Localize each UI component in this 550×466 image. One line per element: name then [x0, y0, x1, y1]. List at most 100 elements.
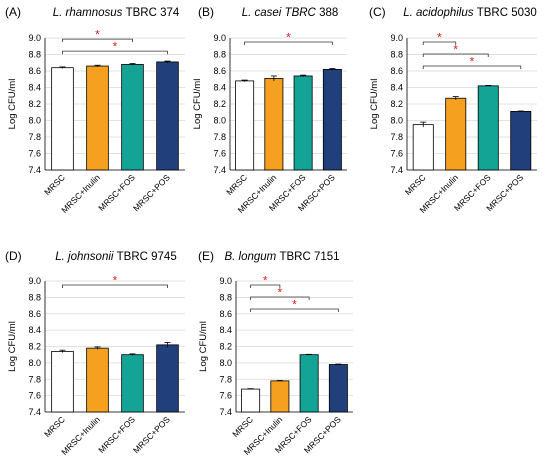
significance-bracket — [422, 53, 489, 57]
chart-panel-4: (D) L. johnsonii TBRC 9745 7.4 7.6 7.8 8.0 8.2… — [5, 249, 185, 457]
chart-panel-1: (A) L. rhamnosus TBRC 374 7.4 7.6 7.8 8.0 8.2 8… — [5, 5, 185, 215]
chart-panel-3: (C) L. acidophilus TBRC 5030 7.4 7.6 7.8 8.0 8… — [369, 5, 537, 215]
y-tick-label: 8.4 — [213, 83, 226, 93]
title-strain: TBRC 7151 — [279, 251, 339, 263]
significance-bracket — [250, 284, 281, 288]
y-tick-label: 8.8 — [219, 292, 232, 302]
y-tick-label: 7.6 — [213, 149, 226, 159]
significance-marker: * — [437, 31, 442, 45]
y-axis-label: Log CFU/ml — [369, 79, 380, 130]
y-tick-label: 7.6 — [390, 149, 403, 159]
y-tick-label: 8.2 — [213, 99, 226, 109]
y-tick-label: 7.4 — [28, 165, 41, 175]
y-tick-label: 8.0 — [213, 116, 226, 126]
y-tick-label: 8.2 — [390, 99, 403, 109]
bar-mrsc-pos — [322, 68, 342, 171]
title-species: L. johnsonii — [55, 251, 116, 263]
y-tick-label: 7.8 — [390, 132, 403, 142]
y-tick-label: 8.4 — [28, 325, 41, 335]
bar-mrsc-pos — [510, 111, 532, 171]
y-tick-label: 9.0 — [28, 33, 41, 43]
y-tick-label: 8.0 — [28, 358, 41, 368]
y-tick-label: 8.2 — [28, 342, 41, 352]
y-tick-label: 8.6 — [28, 309, 41, 319]
y-tick-label: 7.4 — [28, 407, 41, 417]
y-tick-label: 8.2 — [219, 342, 232, 352]
significance-marker: * — [113, 274, 118, 288]
title-species: L. acidophilus — [403, 7, 477, 19]
significance-marker: * — [113, 40, 118, 54]
title-strain: TBRC 5030 — [477, 7, 537, 19]
title-strain: TBRC 9745 — [117, 251, 177, 263]
bar-mrsc-pos — [328, 364, 348, 413]
panel-title: L. johnsonii TBRC 9745 — [55, 251, 176, 263]
bar-mrsc-inulin — [445, 97, 467, 171]
title-strain: TBRC 374 — [126, 7, 180, 19]
significance-bracket — [422, 65, 522, 69]
x-tick-label: MRSC — [230, 414, 255, 439]
y-tick-label: 9.0 — [390, 33, 403, 43]
panel-letter: (A) — [5, 5, 21, 19]
y-tick-label: 8.0 — [28, 116, 41, 126]
panel-letter: (B) — [198, 5, 214, 19]
significance-marker: * — [263, 274, 268, 288]
y-tick-label: 7.8 — [28, 374, 41, 384]
chart-panel-5: (E) B. longum TBRC 7151 7.4 7.6 7.8 8.0 8.2 8.4… — [198, 249, 353, 457]
y-tick-label: 8.0 — [219, 358, 232, 368]
x-tick-label: MRSC — [42, 172, 67, 197]
y-tick-label: 8.4 — [219, 325, 232, 335]
bar-mrsc-inulin — [270, 380, 290, 413]
significance-marker: * — [292, 298, 297, 312]
y-tick-label: 8.4 — [28, 83, 41, 93]
significance-marker: * — [278, 286, 283, 300]
y-tick-label: 7.4 — [219, 407, 232, 417]
y-axis-label: Log CFU/ml — [192, 79, 203, 130]
panel-title: L. acidophilus TBRC 5030 — [403, 7, 537, 19]
x-tick-label: MRSC — [403, 172, 428, 197]
y-tick-label: 8.8 — [28, 292, 41, 302]
panel-title: L. casei TBRC 388 — [242, 7, 339, 19]
y-tick-label: 8.6 — [213, 66, 226, 76]
y-tick-label: 8.8 — [213, 50, 226, 60]
bar-mrsc — [241, 388, 261, 413]
y-tick-label: 7.6 — [28, 391, 41, 401]
bar-mrsc — [51, 67, 74, 171]
significance-bracket — [62, 50, 168, 55]
panel-title: L. rhamnosus TBRC 374 — [53, 7, 180, 19]
bar-mrsc-inulin — [264, 78, 284, 171]
y-tick-label: 9.0 — [219, 276, 232, 286]
significance-marker: * — [470, 55, 475, 69]
x-tick-label: MRSC — [224, 172, 249, 197]
chart-panel-2: (B) L. casei TBRC 388 7.4 7.6 7.8 8.0 8.2 8.4 8.… — [192, 5, 347, 215]
y-tick-label: 8.0 — [390, 116, 403, 126]
title-strain: 388 — [319, 7, 338, 19]
title-species: L. casei TBRC — [242, 7, 319, 19]
bar-mrsc-fos — [121, 354, 144, 413]
y-tick-label: 8.4 — [390, 83, 403, 93]
y-tick-label: 7.6 — [28, 149, 41, 159]
y-axis-label: Log CFU/ml — [198, 321, 209, 372]
panel-letter: (C) — [369, 5, 386, 19]
bar-mrsc — [235, 80, 255, 171]
y-tick-label: 8.8 — [390, 50, 403, 60]
bar-mrsc-fos — [293, 75, 313, 171]
panel-title: B. longum TBRC 7151 — [224, 251, 339, 263]
significance-bracket — [62, 38, 133, 43]
significance-bracket — [250, 308, 339, 312]
significance-marker: * — [95, 28, 100, 42]
bar-mrsc-fos — [477, 85, 499, 171]
significance-bracket — [250, 296, 310, 300]
title-species: B. longum — [224, 251, 279, 263]
significance-marker: * — [453, 43, 458, 57]
y-tick-label: 8.6 — [390, 66, 403, 76]
bar-mrsc-fos — [121, 64, 144, 171]
significance-marker: * — [286, 31, 291, 45]
bar-mrsc — [51, 351, 74, 413]
y-tick-label: 9.0 — [213, 33, 226, 43]
bar-mrsc-inulin — [86, 65, 109, 171]
y-axis-label: Log CFU/ml — [7, 79, 18, 130]
y-tick-label: 8.2 — [28, 99, 41, 109]
y-tick-label: 7.4 — [213, 165, 226, 175]
y-tick-label: 7.8 — [219, 374, 232, 384]
